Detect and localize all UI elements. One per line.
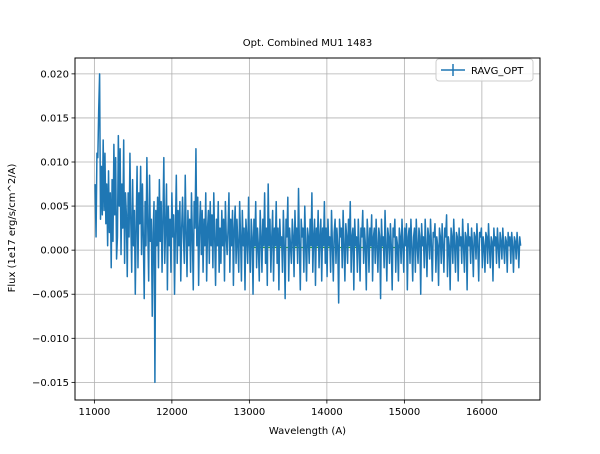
y-tick-label: 0.005 <box>40 202 69 213</box>
x-tick-label: 16000 <box>466 407 498 418</box>
y-tick-label: −0.005 <box>32 290 69 301</box>
y-axis-label: Flux (1e17 erg/s/cm^2/A) <box>7 164 18 293</box>
x-tick-label: 13000 <box>233 407 265 418</box>
y-tick-label: 0.020 <box>40 69 69 80</box>
legend-box <box>435 58 534 82</box>
y-tick-label: −0.015 <box>32 378 69 389</box>
x-axis-label: Wavelength (A) <box>269 426 346 437</box>
y-tick-label: 0.010 <box>40 158 69 169</box>
x-tick-label: 12000 <box>156 407 188 418</box>
y-tick-label: 0.000 <box>40 246 69 257</box>
axes-frame <box>74 57 541 401</box>
plot-area <box>94 73 522 384</box>
y-tick-label: 0.015 <box>40 113 69 124</box>
series-line-ravg-opt <box>94 73 522 384</box>
chart-title: Opt. Combined MU1 1483 <box>243 38 372 49</box>
y-axis-ticks: −0.015 −0.010 −0.005 0.000 0.005 0.010 0.015 0.… <box>32 69 75 389</box>
y-tick-label: −0.010 <box>32 334 69 345</box>
x-tick-label: 14000 <box>311 407 343 418</box>
legend: RAVG_OPT <box>435 58 534 82</box>
x-tick-label: 15000 <box>388 407 420 418</box>
x-tick-label: 11000 <box>78 407 110 418</box>
legend-label-ravg-opt: RAVG_OPT <box>471 66 524 77</box>
x-axis-ticks: 11000 12000 13000 14000 15000 16000 <box>78 400 498 418</box>
